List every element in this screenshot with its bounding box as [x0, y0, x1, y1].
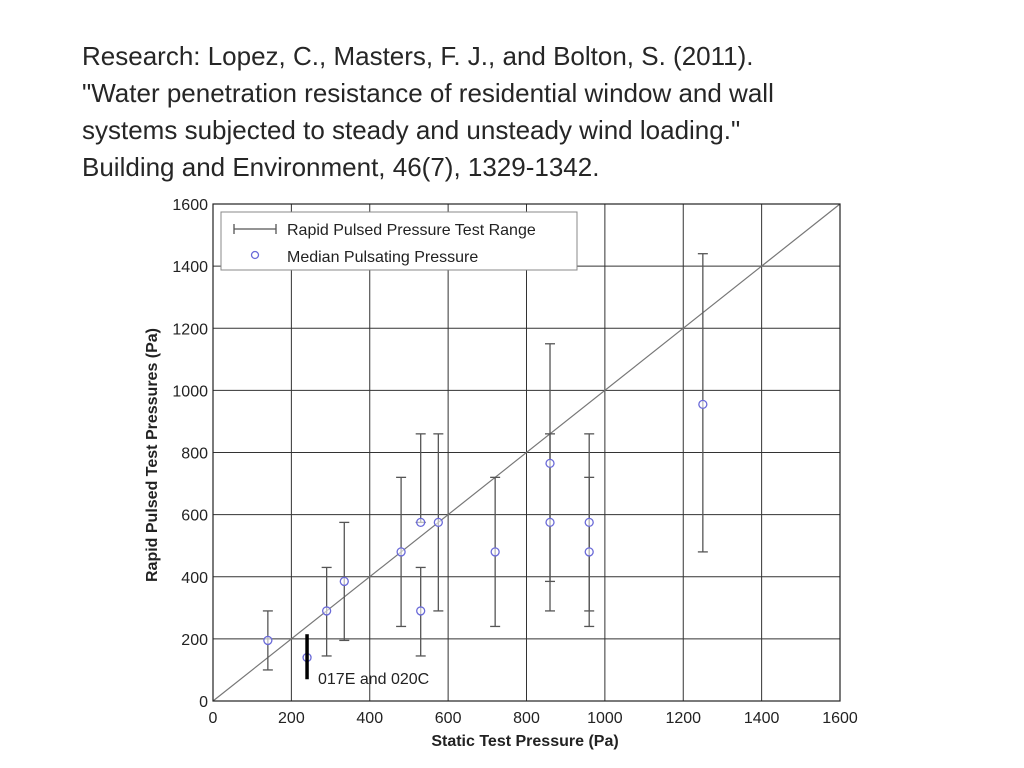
legend-label-median: Median Pulsating Pressure [287, 249, 478, 266]
legend-box [220, 211, 578, 271]
y-tick-label: 1600 [172, 197, 208, 214]
x-tick-label: 800 [513, 710, 540, 727]
y-axis-label: Rapid Pulsed Test Pressures (Pa) [144, 328, 161, 582]
median-marker [263, 635, 273, 646]
citation-line-3: systems subjected to steady and unsteady… [82, 115, 741, 145]
y-tick-label: 800 [181, 446, 208, 463]
x-tick-label: 1000 [587, 710, 623, 727]
legend-median-symbol [250, 250, 260, 260]
plot-frame [212, 203, 841, 702]
axes: 0 200 400 600 800 1000 1200 1400 1600 0 200 400 600 8… [172, 197, 857, 727]
median-marker [698, 399, 708, 410]
legend-range-symbol [233, 224, 277, 234]
median-markers [263, 399, 708, 663]
median-marker [433, 517, 443, 528]
y-tick-label: 400 [181, 570, 208, 587]
median-marker [416, 606, 426, 616]
citation-line-4: Building and Environment, 46(7), 1329-13… [82, 152, 600, 182]
x-tick-label: 1400 [744, 710, 780, 727]
y-tick-label: 1000 [172, 383, 208, 400]
median-marker [396, 547, 406, 557]
error-bar [415, 433, 426, 524]
median-marker [584, 517, 594, 528]
y-tick-label: 0 [199, 694, 208, 711]
annotation-017e-020c: 017E and 020C [318, 671, 429, 688]
citation-line-1: Research: Lopez, C., Masters, F. J., and… [82, 41, 754, 71]
y-tick-label: 1200 [172, 321, 208, 338]
median-marker [339, 576, 349, 587]
x-tick-label: 1600 [822, 710, 858, 727]
x-tick-label: 0 [209, 710, 218, 727]
median-marker [545, 458, 555, 469]
x-axis-label: Static Test Pressure (Pa) [431, 733, 618, 750]
y-tick-label: 1400 [172, 259, 208, 276]
y-tick-label: 600 [181, 508, 208, 525]
citation-text: Research: Lopez, C., Masters, F. J., and… [82, 38, 1002, 186]
median-marker [490, 547, 500, 557]
median-marker [416, 517, 426, 528]
legend-label-range: Rapid Pulsed Pressure Test Range [287, 222, 536, 239]
citation-line-2: "Water penetration resistance of residen… [82, 78, 774, 108]
median-marker [545, 517, 555, 528]
y-tick-label: 200 [181, 632, 208, 649]
reference-line [212, 203, 841, 702]
x-tick-label: 1200 [665, 710, 701, 727]
median-marker [321, 606, 332, 616]
median-marker [584, 547, 594, 557]
legend: Rapid Pulsed Pressure Test Range Median … [220, 211, 578, 271]
x-tick-label: 200 [278, 710, 305, 727]
x-tick-label: 400 [356, 710, 383, 727]
reference-layer [212, 203, 841, 702]
x-tick-label: 600 [435, 710, 462, 727]
